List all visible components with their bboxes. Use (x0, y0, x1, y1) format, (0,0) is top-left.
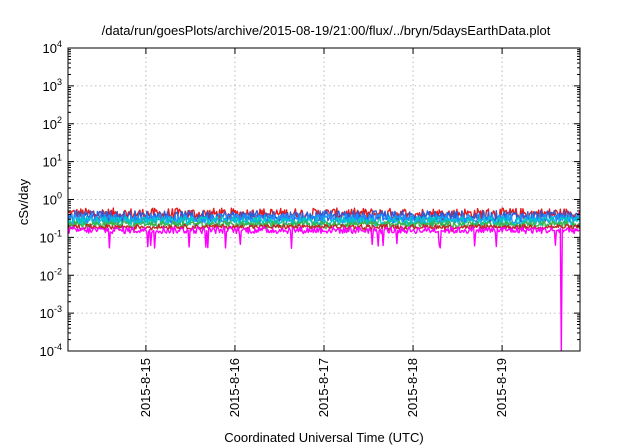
x-tick-label: 2015-8-17 (316, 358, 331, 417)
x-tick-label: 2015-8-16 (227, 358, 242, 417)
y-tick-label: 10-2 (40, 266, 62, 283)
y-tick-label: 10-3 (40, 304, 62, 321)
x-tick-label: 2015-8-19 (494, 358, 509, 417)
y-tick-label: 10-1 (40, 228, 62, 245)
y-tick-label: 104 (43, 39, 62, 56)
series-line-7 (68, 226, 580, 351)
y-axis-label: cSv/day (16, 178, 31, 225)
grid-lines (68, 48, 580, 351)
data-series (68, 207, 580, 351)
y-tick-label: 102 (43, 115, 62, 132)
series-line-5 (68, 220, 580, 232)
series-line-6 (68, 223, 580, 233)
x-tick-label: 2015-8-18 (405, 358, 420, 417)
y-tick-label: 101 (43, 153, 62, 170)
y-axis: 10-4 10-3 10-2 10-1 100 101 102 103 104 (40, 39, 580, 359)
y-tick-label: 10-4 (40, 342, 62, 359)
chart-title: /data/run/goesPlots/archive/2015-08-19/2… (102, 23, 551, 38)
x-tick-label: 2015-8-15 (138, 358, 153, 417)
y-tick-label: 103 (43, 77, 62, 94)
x-axis-label: Coordinated Universal Time (UTC) (224, 430, 423, 445)
y-tick-label: 100 (43, 191, 62, 208)
x-axis: 2015-8-15 2015-8-16 2015-8-17 2015-8-18 2015… (138, 48, 509, 417)
